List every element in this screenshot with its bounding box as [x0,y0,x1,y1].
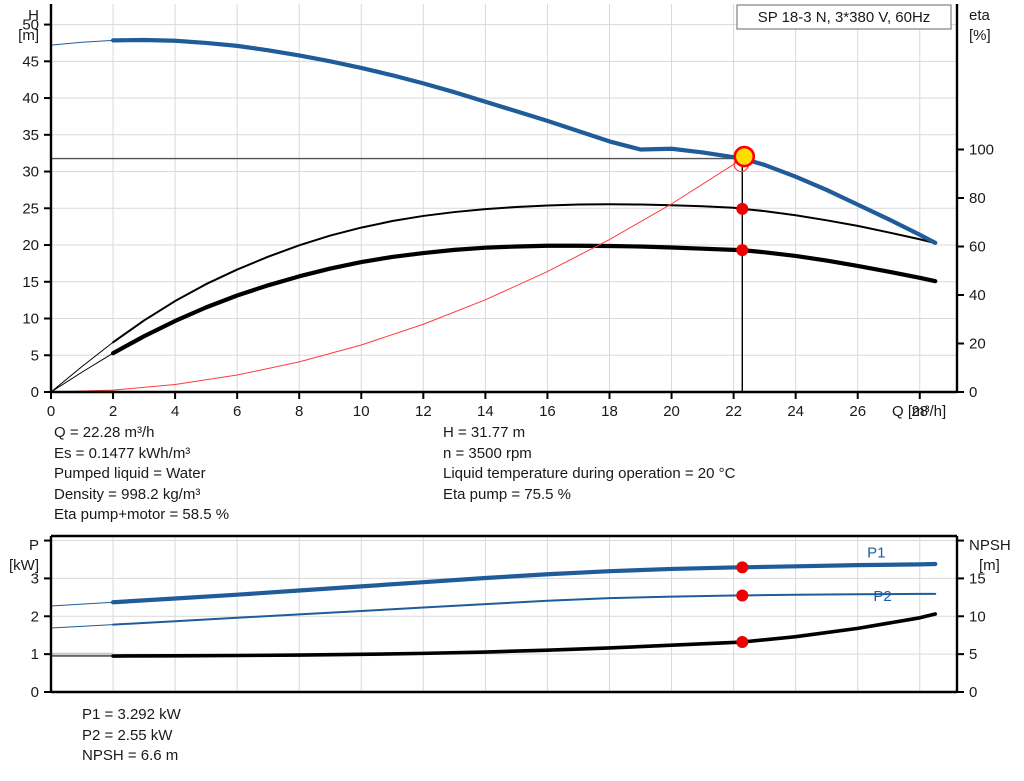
x-tick-label: 2 [109,403,117,420]
chart-title-box: SP 18-3 N, 3*380 V, 60Hz [736,4,952,30]
npsh-tick-label: 15 [969,570,986,587]
eta-pump-motor-duty-marker [736,244,749,257]
readout-left-line: Eta pump+motor = 58.5 % [54,506,230,523]
curve-npsh [50,612,938,658]
y-axis-title: H [28,7,39,24]
eta-pump-duty-marker [736,202,749,215]
y-tick-label: 15 [22,274,39,291]
y2-tick-label: 20 [969,336,986,353]
x-tick-label: 10 [353,403,370,420]
npsh-axis-title: NPSH [969,537,1011,554]
y-tick-label: 45 [22,53,39,70]
x-tick-label: 0 [47,403,55,420]
y-tick-label: 50 [22,17,39,34]
npsh-tick-label: 5 [969,646,977,663]
readout-right-line: Liquid temperature during operation = 20… [443,465,736,482]
y-axis-unit: [m] [18,27,39,44]
readout-left-line: Density = 998.2 kg/m³ [54,485,201,503]
y-tick-label: 10 [22,311,39,328]
p-tick-label: 3 [31,570,39,587]
curve-eta-pump [50,203,937,393]
readout-left-line: Pumped liquid = Water [54,465,206,482]
x-tick-label: 4 [171,403,179,420]
readout-left-line: Es = 0.1477 kWh/m³ [54,444,191,462]
x-tick-label: 28 [911,403,928,420]
readout-left-line: Q = 22.28 m³/h [54,424,155,441]
p-axis-unit: [kW] [9,557,39,574]
readout-bottom-line: P2 = 2.55 kW [82,726,173,744]
y2-axis-title: eta [969,7,991,24]
y-tick-label: 25 [22,200,39,217]
curve-p1 [50,561,938,607]
duty-point-marker [733,145,756,168]
curve-h [50,37,938,245]
x-tick-label: 22 [725,403,742,420]
power-npsh-chart: 0 1 2 3 0 5 10 15 P [kW] NPSH [m] P1 P2 [9,534,1011,701]
y-tick-label: 30 [22,164,39,181]
y-tick-label: 20 [22,237,39,254]
p1-duty-marker [736,561,749,574]
readout-right-line: H = 31.77 m [443,424,526,441]
x-tick-label: 14 [477,403,494,420]
x-axis-label: Q [m³/h] [892,403,946,420]
y-tick-label: 0 [31,384,39,401]
y-tick-label: 40 [22,90,39,107]
p-tick-label: 1 [31,646,39,663]
npsh-axis-unit: [m] [979,557,1000,574]
p1-curve-label: P1 [867,545,885,562]
p-axis-title: P [29,537,39,554]
readout-bottom-column: P1 = 3.292 kW P2 = 2.55 kW NPSH = 6.6 m [82,705,181,767]
npsh-duty-marker [736,636,749,649]
curve-system-curve [50,158,743,393]
x-tick-label: 12 [415,403,432,420]
x-tick-label: 20 [663,403,680,420]
readout-right-line: n = 3500 rpm [443,444,532,462]
y2-tick-label: 40 [969,287,986,304]
p2-duty-marker [736,589,749,602]
p-tick-label: 0 [31,684,39,701]
lower-axes: 0 1 2 3 0 5 10 15 P [kW] NPSH [m] P1 P2 [9,537,1011,701]
readout-right-column: H = 31.77 m n = 3500 rpm Liquid temperatur… [443,423,735,505]
y2-tick-label: 80 [969,190,986,207]
x-tick-label: 18 [601,403,618,420]
chart-title-text: SP 18-3 N, 3*380 V, 60Hz [758,9,931,26]
readout-left-column: Q = 22.28 m³/h Es = 0.1477 kWh/m³ Pumped l… [54,423,229,526]
x-tick-label: 26 [849,403,866,420]
x-tick-label: 8 [295,403,303,420]
curve-p2 [50,592,937,629]
y2-axis-unit: [%] [969,27,991,44]
curve-eta-pump-motor [50,243,938,393]
p2-curve-label: P2 [873,588,891,605]
y2-tick-label: 0 [969,384,977,401]
y2-tick-label: 100 [969,142,994,159]
npsh-tick-label: 10 [969,608,986,625]
npsh-tick-label: 0 [969,684,977,701]
readout-right-line: Eta pump = 75.5 % [443,485,571,503]
x-tick-label: 24 [787,403,804,420]
readout-bottom-line: P1 = 3.292 kW [82,706,181,723]
y-tick-label: 5 [31,347,39,364]
readout-bottom-line: NPSH = 6.6 m [82,747,179,764]
x-tick-label: 16 [539,403,556,420]
y-tick-label: 35 [22,127,39,144]
p-tick-label: 2 [31,608,39,625]
x-tick-label: 6 [233,403,241,420]
y2-tick-label: 60 [969,239,986,256]
